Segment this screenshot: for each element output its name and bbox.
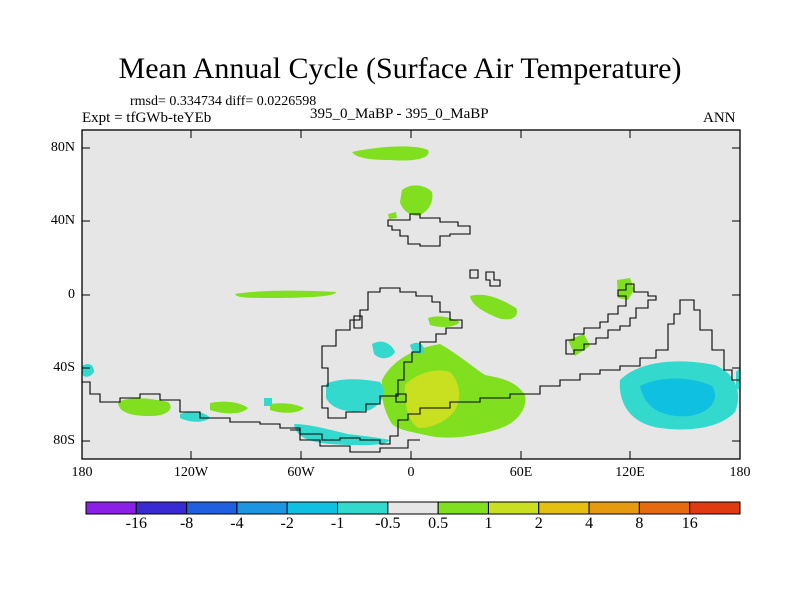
anomaly-region [180,411,210,422]
anomaly-region [270,403,304,413]
anomaly-region [352,146,429,161]
landmass-outline [321,287,463,419]
anomaly-region [235,290,336,298]
anomaly-region [210,401,248,414]
colorbar-label: 4 [585,515,594,532]
colorbar-swatch [85,501,137,515]
lon-tick-label: 120W [173,465,209,480]
colorbar-label: -16 [125,515,147,532]
colorbar-swatch [135,501,188,515]
lon-tick-label: 60E [509,465,533,480]
landmass-outline [353,315,363,329]
anomaly-region [326,379,384,412]
axis-ticks [82,130,740,459]
lon-tick-label: 0 [407,465,415,480]
lat-tick-label: 0 [68,287,75,302]
landmass-outline [290,429,420,453]
colorbar-label: -2 [280,515,294,532]
experiment-label: Expt = tfGWb-teYEb [82,110,212,126]
colorbar-swatch [588,501,640,515]
colorbar-swatch [236,501,288,515]
colorbar-swatch [437,501,489,515]
season-label: ANN [703,110,736,126]
lon-tick-label: 180 [729,465,751,480]
anomaly-region [372,341,395,359]
anomaly-region [264,398,272,406]
colorbar [85,501,741,515]
anomaly-region [400,185,433,216]
coastlines [82,213,740,453]
comparison-label: 395_0_MaBP - 395_0_MaBP [310,106,489,122]
lat-tick-label: 40N [50,213,75,228]
anomaly-region [736,368,740,390]
landmass-outline [395,393,407,403]
lat-tick-label: 40S [53,360,75,375]
landmass-outline [82,299,740,445]
colorbar-label: 8 [635,515,644,532]
stats-text: rmsd= 0.334734 diff= 0.0226598 [130,94,317,109]
colorbar-label: 0.5 [428,515,449,532]
anomaly-region [428,316,460,327]
landmass-outline [565,283,657,355]
colorbar-swatch [538,501,590,515]
anomaly-region [82,364,94,377]
colorbar-label: 1 [484,515,493,532]
anomaly-region [470,294,518,320]
lat-tick-label: 80S [53,433,75,448]
anomaly-region [118,398,171,416]
colorbar-swatch [689,501,741,515]
anomaly-region [388,212,397,219]
colorbar-label: -0.5 [375,515,401,532]
lat-tick-label: 80N [50,140,75,155]
anomaly-region [640,378,716,417]
colorbar-label: -4 [230,515,244,532]
lon-tick-label: 180 [71,465,93,480]
landmass-outline [387,213,471,247]
page-title: Mean Annual Cycle (Surface Air Temperatu… [118,52,682,85]
colorbar-swatch [337,501,389,515]
colorbar-label: 2 [534,515,543,532]
colorbar-swatch [638,501,691,515]
colorbar-swatch [487,501,540,515]
colorbar-swatch [286,501,339,515]
colorbar-swatch [387,501,439,515]
anomaly-region [410,342,425,354]
colorbar-label: -1 [330,515,345,532]
landmass-outline [485,271,501,287]
landmass-outline [469,269,479,279]
colorbar-swatch [186,501,238,515]
colorbar-label: -8 [179,515,194,532]
lon-tick-label: 60W [287,465,315,480]
lon-tick-label: 120E [615,465,645,480]
colorbar-label: 16 [681,515,698,532]
